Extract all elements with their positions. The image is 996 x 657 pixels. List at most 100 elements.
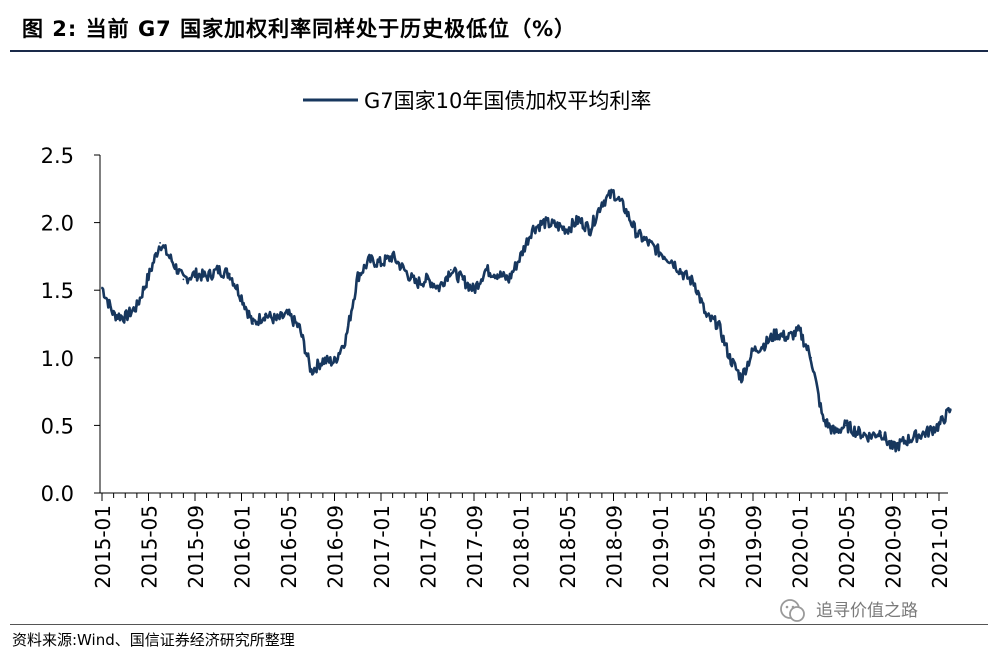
data-point: [914, 435, 917, 438]
data-point: [868, 435, 871, 438]
x-tick-label: 2020-09: [882, 505, 906, 589]
data-point: [891, 447, 894, 450]
watermark-text: 追寻价值之路: [816, 601, 918, 621]
data-point: [589, 228, 592, 231]
data-point: [124, 316, 127, 319]
data-point: [345, 336, 347, 339]
data-point: [682, 273, 685, 275]
x-tick-label: 2016-09: [324, 505, 348, 589]
data-point: [775, 332, 778, 335]
watermark: 追寻价值之路: [778, 596, 918, 626]
data-point: [287, 313, 289, 316]
x-tick-label: 2016-01: [231, 505, 255, 589]
data-point: [380, 262, 382, 265]
data-point: [484, 269, 487, 271]
data-point: [322, 359, 324, 362]
data-point: [752, 350, 754, 352]
data-point: [903, 440, 905, 443]
data-point: [926, 431, 929, 434]
data-point: [368, 259, 371, 262]
y-tick-label: 1.0: [41, 347, 74, 371]
data-point: [531, 228, 533, 231]
data-point: [949, 408, 952, 411]
x-axis: 2015-01 2015-05 2015-09 2016-01 2016-05 2016-…: [91, 492, 952, 589]
x-tick-label: 2019-09: [742, 505, 766, 589]
data-point: [542, 221, 545, 224]
series-line: [100, 188, 952, 453]
data-point: [612, 192, 615, 194]
data-point: [473, 289, 475, 292]
x-tick-label: 2020-05: [835, 505, 859, 589]
x-tick-label: 2017-09: [463, 505, 487, 589]
data-point: [449, 269, 452, 271]
data-point: [508, 278, 510, 281]
data-point: [821, 417, 824, 420]
data-point: [798, 329, 801, 332]
data-point: [694, 282, 696, 285]
y-tick-label: 1.5: [41, 279, 74, 303]
data-point: [670, 259, 673, 262]
data-point: [252, 323, 255, 325]
data-point: [845, 424, 847, 427]
data-point: [310, 370, 313, 373]
data-point: [833, 431, 836, 434]
wechat-icon: [780, 599, 805, 622]
data-point: [810, 356, 812, 359]
data-point: [229, 273, 231, 275]
source-rule: [10, 624, 988, 625]
data-point: [717, 323, 719, 325]
data-point: [728, 356, 731, 359]
data-point: [147, 275, 150, 278]
data-point: [101, 286, 103, 289]
y-tick-label: 2.0: [41, 212, 74, 236]
x-tick-label: 2018-09: [603, 505, 627, 589]
data-point: [880, 431, 882, 434]
data-point: [601, 201, 603, 204]
source-note: 资料来源:Wind、国信证券经济研究所整理: [12, 631, 295, 649]
data-point: [938, 424, 940, 427]
line-chart: 0.0 0.5 1.0 1.5 2.0 2.5 2015-01 2015-05 2015-09…: [41, 89, 952, 589]
data-point: [577, 219, 580, 221]
data-point: [763, 343, 766, 346]
data-point: [624, 208, 626, 211]
x-tick-label: 2020-01: [789, 505, 813, 589]
data-point: [566, 228, 568, 231]
data-point: [426, 278, 429, 281]
data-point: [333, 361, 336, 363]
x-tick-label: 2016-05: [277, 505, 301, 589]
data-point: [856, 431, 859, 434]
data-point: [554, 224, 557, 227]
data-point: [263, 313, 266, 316]
data-point: [659, 251, 661, 254]
x-tick-label: 2017-01: [370, 505, 394, 589]
data-point: [635, 232, 638, 235]
data-point: [740, 377, 743, 379]
data-point: [461, 278, 464, 281]
title-rule: [10, 50, 988, 52]
legend-label: G7国家10年国债加权平均利率: [364, 89, 651, 113]
data-point: [705, 316, 708, 319]
y-tick-label: 0.0: [41, 482, 74, 506]
data-point: [240, 296, 243, 298]
data-point: [182, 278, 185, 281]
y-tick-label: 2.5: [41, 144, 74, 168]
data-point: [217, 269, 220, 271]
legend: G7国家10年国债加权平均利率: [303, 89, 651, 113]
x-tick-label: 2017-05: [417, 505, 441, 589]
data-point: [194, 273, 196, 275]
x-tick-label: 2015-05: [138, 505, 162, 589]
y-axis: 0.0 0.5 1.0 1.5 2.0 2.5: [41, 144, 101, 506]
data-point: [391, 255, 394, 258]
plot-area: [100, 188, 952, 453]
data-point: [205, 275, 208, 278]
x-tick-label: 2018-01: [510, 505, 534, 589]
x-tick-label: 2018-05: [556, 505, 580, 589]
data-point: [496, 273, 499, 275]
data-point: [438, 286, 440, 289]
data-point: [356, 275, 359, 278]
x-tick-label: 2021-01: [928, 505, 952, 589]
data-point: [275, 319, 278, 321]
data-point: [415, 282, 417, 285]
x-tick-label: 2015-09: [184, 505, 208, 589]
x-tick-label: 2015-01: [91, 505, 115, 589]
